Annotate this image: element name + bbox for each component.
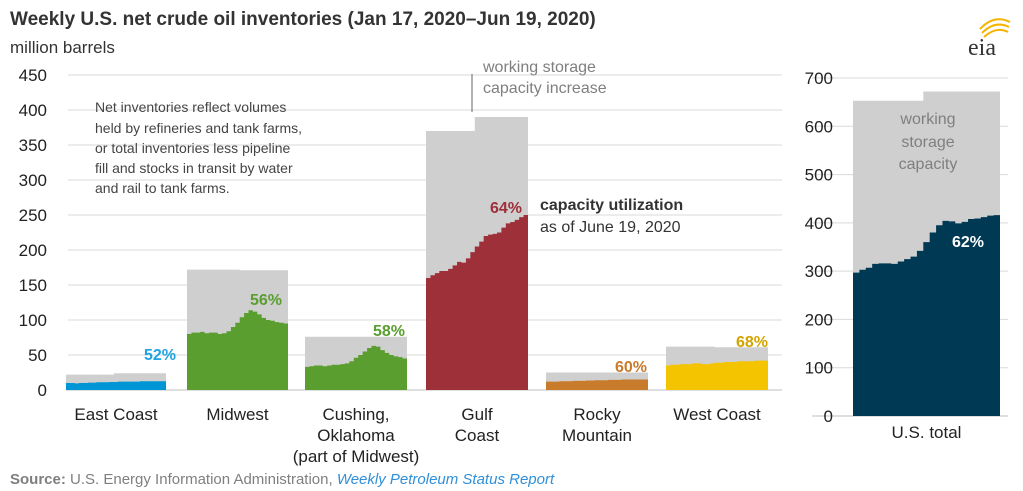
note-line: and rail to tank farms. xyxy=(95,180,230,196)
region-east-coast xyxy=(66,373,166,390)
category-labels: East Coast Midwest Cushing, Oklahoma (part o… xyxy=(74,405,961,466)
category-label: Coast xyxy=(455,426,500,445)
us-total-inventory-area xyxy=(853,91,1000,417)
utilization-label: 62% xyxy=(952,234,984,251)
category-label: Midwest xyxy=(206,405,269,424)
utilization-label: 56% xyxy=(250,292,282,309)
note-line: Net inventories reflect volumes xyxy=(95,99,286,115)
chart-title: Weekly U.S. net crude oil inventories (J… xyxy=(10,9,596,30)
definition-note: Net inventories reflect volumes held by … xyxy=(95,99,302,196)
annotation-line: capacity increase xyxy=(483,80,607,97)
y-tick-label: 50 xyxy=(28,346,47,365)
category-label: Mountain xyxy=(562,426,632,445)
annotation-line: working storage xyxy=(482,59,596,76)
left-y-axis: 0 50 100 150 200 250 300 350 400 450 xyxy=(19,66,47,400)
regional-inventory-areas xyxy=(66,117,768,390)
category-label: U.S. total xyxy=(892,423,962,442)
eia-logo: eia xyxy=(968,18,1011,61)
note-line: held by refineries and tank farms, xyxy=(95,120,302,136)
utilization-label: 64% xyxy=(490,200,522,217)
inventory-area xyxy=(666,360,768,390)
annotation-line: capacity xyxy=(899,156,958,173)
category-label: (part of Midwest) xyxy=(293,447,420,466)
unit-label: million barrels xyxy=(10,38,115,57)
region-midwest xyxy=(187,269,288,390)
capacity-increase-annotation: working storage capacity increase xyxy=(471,59,607,112)
utilization-labels: 52% 56% 58% 64% 60% 68% 62% xyxy=(144,200,984,376)
y-tick-label: 100 xyxy=(805,359,833,378)
inventory-area xyxy=(187,310,288,390)
y-tick-label: 400 xyxy=(805,214,833,233)
source-line: Source: U.S. Energy Information Administ… xyxy=(10,471,555,488)
category-label: West Coast xyxy=(673,405,761,424)
y-tick-label: 150 xyxy=(19,276,47,295)
utilization-date: as of June 19, 2020 xyxy=(540,219,681,236)
category-label: Rocky xyxy=(573,405,621,424)
region-gulf-coast xyxy=(426,117,528,390)
source-text: U.S. Energy Information Administration, xyxy=(66,471,337,488)
inventory-area xyxy=(305,345,407,390)
y-tick-label: 0 xyxy=(38,381,47,400)
category-label: East Coast xyxy=(74,405,157,424)
utilization-label: 52% xyxy=(144,347,176,364)
region-u-s-total xyxy=(853,91,1000,417)
y-tick-label: 700 xyxy=(805,69,833,88)
y-tick-label: 400 xyxy=(19,101,47,120)
y-tick-label: 100 xyxy=(19,311,47,330)
logo-arc-icon xyxy=(979,18,1011,30)
inventory-area xyxy=(66,381,166,390)
y-tick-label: 450 xyxy=(19,66,47,85)
right-y-axis: 0 100 200 300 400 500 600 700 xyxy=(805,69,833,426)
y-tick-label: 500 xyxy=(805,166,833,185)
source-label: Source: xyxy=(10,471,66,488)
y-tick-label: 300 xyxy=(19,171,47,190)
logo-arc-icon xyxy=(981,23,1010,34)
source-link[interactable]: Weekly Petroleum Status Report xyxy=(337,471,555,488)
note-line: fill and stocks in transit by water xyxy=(95,160,293,176)
category-label: Oklahoma xyxy=(317,426,395,445)
category-label: Gulf xyxy=(461,405,492,424)
y-tick-label: 350 xyxy=(19,136,47,155)
note-line: or total inventories less pipeline xyxy=(95,140,291,156)
region-west-coast xyxy=(666,346,768,390)
y-tick-label: 600 xyxy=(805,117,833,136)
y-tick-label: 0 xyxy=(824,407,833,426)
region-rocky-mountain xyxy=(546,372,648,390)
y-tick-label: 300 xyxy=(805,262,833,281)
inventory-area xyxy=(546,379,648,390)
inventory-area xyxy=(853,215,1000,416)
y-tick-label: 200 xyxy=(19,241,47,260)
total-capacity-annotation: working storage capacity xyxy=(899,111,958,173)
utilization-label: 58% xyxy=(373,323,405,340)
category-label: Cushing, xyxy=(322,405,389,424)
annotation-line: storage xyxy=(901,134,954,151)
region-cushing-oklahoma-part-of-midwest- xyxy=(305,336,407,390)
utilization-title: capacity utilization xyxy=(540,197,683,214)
inventory-area xyxy=(426,215,528,390)
utilization-label: 68% xyxy=(736,334,768,351)
utilization-annotation: capacity utilization as of June 19, 2020 xyxy=(540,197,683,236)
utilization-label: 60% xyxy=(615,359,647,376)
y-tick-label: 250 xyxy=(19,206,47,225)
logo-text: eia xyxy=(968,35,996,61)
y-tick-label: 200 xyxy=(805,310,833,329)
annotation-line: working xyxy=(899,111,955,128)
logo-arc-icon xyxy=(983,28,1009,38)
